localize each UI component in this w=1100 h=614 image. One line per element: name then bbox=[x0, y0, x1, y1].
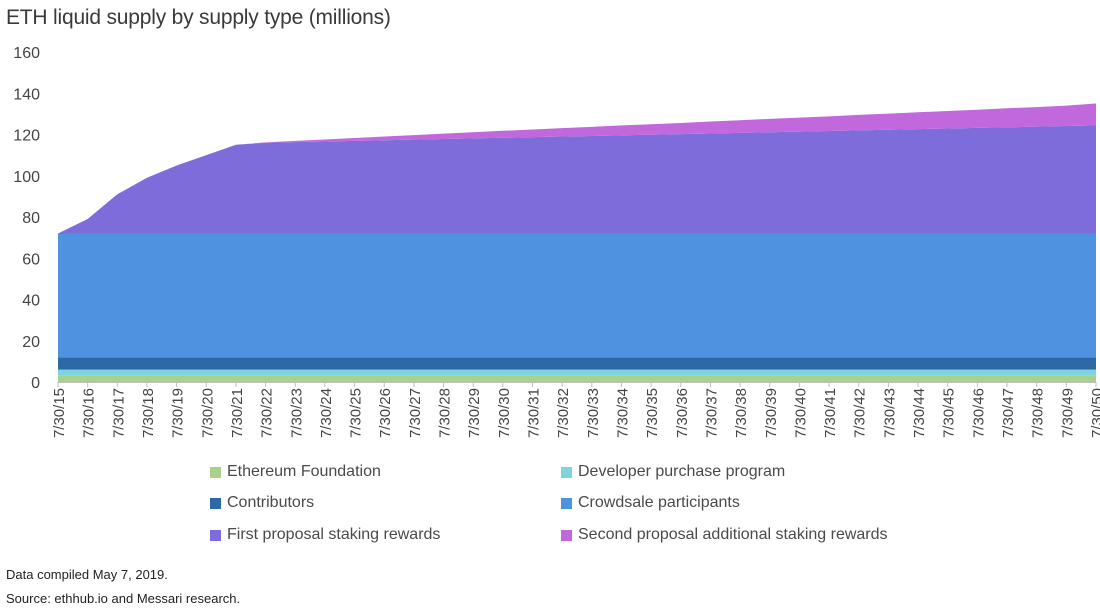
x-tick-label: 7/30/33 bbox=[585, 388, 602, 438]
area-crowdsale-participants bbox=[58, 233, 1096, 358]
legend-swatch bbox=[561, 497, 572, 509]
legend-item-crowdsale-participants: Crowdsale participants bbox=[561, 494, 740, 512]
stacked-area-chart: 0 20 40 60 80 100 120 140 160 7/30/15 7/30/16 7/30/… bbox=[13, 45, 1100, 438]
y-tick-label: 20 bbox=[22, 334, 40, 351]
area-developer-purchase-program bbox=[58, 369, 1096, 376]
legend-item-ethereum-foundation: Ethereum Foundation bbox=[210, 463, 381, 481]
x-tick-label: 7/30/29 bbox=[466, 388, 483, 438]
legend-label: Developer purchase program bbox=[578, 463, 786, 480]
x-tick-label: 7/30/30 bbox=[496, 388, 513, 438]
x-tick-label: 7/30/48 bbox=[1030, 388, 1047, 438]
x-tick-label: 7/30/38 bbox=[733, 388, 750, 438]
x-tick-label: 7/30/25 bbox=[348, 388, 365, 438]
x-tick-label: 7/30/49 bbox=[1059, 388, 1076, 438]
x-tick-label: 7/30/35 bbox=[644, 388, 661, 438]
x-tick-label: 7/30/40 bbox=[792, 388, 809, 438]
x-tick-label: 7/30/19 bbox=[170, 388, 187, 438]
x-tick-label: 7/30/22 bbox=[259, 388, 276, 438]
legend-swatch bbox=[210, 529, 221, 541]
y-tick-label: 80 bbox=[22, 210, 40, 227]
legend-item-developer-purchase-program: Developer purchase program bbox=[561, 463, 785, 481]
x-tick-label: 7/30/42 bbox=[852, 388, 869, 438]
x-tick-label: 7/30/27 bbox=[407, 388, 424, 438]
legend-swatch bbox=[561, 466, 572, 478]
y-tick-label: 120 bbox=[13, 128, 40, 145]
x-tick-label: 7/30/31 bbox=[526, 388, 543, 438]
y-tick-label: 160 bbox=[13, 45, 40, 62]
x-tick-label: 7/30/44 bbox=[911, 388, 928, 438]
x-tick-label: 7/30/39 bbox=[763, 388, 780, 438]
y-tick-label: 140 bbox=[13, 86, 40, 103]
x-tick-label: 7/30/34 bbox=[614, 388, 631, 438]
x-tick-label: 7/30/43 bbox=[881, 388, 898, 438]
x-tick-label: 7/30/23 bbox=[288, 388, 305, 438]
x-tick-label: 7/30/16 bbox=[81, 388, 98, 438]
x-tick-label: 7/30/50 bbox=[1089, 388, 1100, 438]
x-tick-label: 7/30/46 bbox=[970, 388, 987, 438]
x-tick-label: 7/30/41 bbox=[822, 388, 839, 438]
legend-label: First proposal staking rewards bbox=[227, 526, 441, 543]
x-tick-label: 7/30/17 bbox=[110, 388, 127, 438]
legend-swatch bbox=[561, 529, 572, 541]
footnote-data-compiled: Data compiled May 7, 2019. bbox=[6, 567, 168, 582]
legend-label: Ethereum Foundation bbox=[227, 463, 381, 480]
x-tick-label: 7/30/32 bbox=[555, 388, 572, 438]
x-tick-label: 7/30/24 bbox=[318, 388, 335, 438]
y-tick-label: 40 bbox=[22, 293, 40, 310]
legend-label: Contributors bbox=[227, 494, 315, 511]
legend-label: Crowdsale participants bbox=[578, 494, 740, 511]
x-tick-label: 7/30/45 bbox=[941, 388, 958, 438]
x-tick-label: 7/30/36 bbox=[674, 388, 691, 438]
x-tick-label: 7/30/26 bbox=[377, 388, 394, 438]
x-tick-label: 7/30/20 bbox=[199, 388, 216, 438]
x-tick-label: 7/30/21 bbox=[229, 388, 246, 438]
legend-swatch bbox=[210, 497, 221, 509]
x-tick-label: 7/30/18 bbox=[140, 388, 157, 438]
x-tick-label: 7/30/37 bbox=[703, 388, 720, 438]
chart-title: ETH liquid supply by supply type (millio… bbox=[6, 6, 391, 29]
legend-label: Second proposal additional staking rewar… bbox=[578, 526, 888, 543]
legend-item-contributors: Contributors bbox=[210, 494, 314, 512]
area-contributors bbox=[58, 357, 1096, 370]
legend-swatch bbox=[210, 466, 221, 478]
area-first-proposal-staking-rewards bbox=[58, 125, 1096, 234]
x-tick-label: 7/30/28 bbox=[437, 388, 454, 438]
x-tick-label: 7/30/15 bbox=[51, 388, 68, 438]
area-second-proposal-additional-staking-rewards bbox=[58, 103, 1096, 234]
x-tick-label: 7/30/47 bbox=[1000, 388, 1017, 438]
y-tick-label: 0 bbox=[31, 375, 40, 392]
footnote-source: Source: ethhub.io and Messari research. bbox=[6, 591, 241, 606]
y-tick-label: 60 bbox=[22, 251, 40, 268]
legend-item-first-proposal-staking-rewards: First proposal staking rewards bbox=[210, 526, 440, 544]
y-tick-label: 100 bbox=[13, 169, 40, 186]
area-ethereum-foundation bbox=[58, 375, 1096, 382]
legend-item-second-proposal-additional-staking-rewards: Second proposal additional staking rewar… bbox=[561, 526, 888, 544]
